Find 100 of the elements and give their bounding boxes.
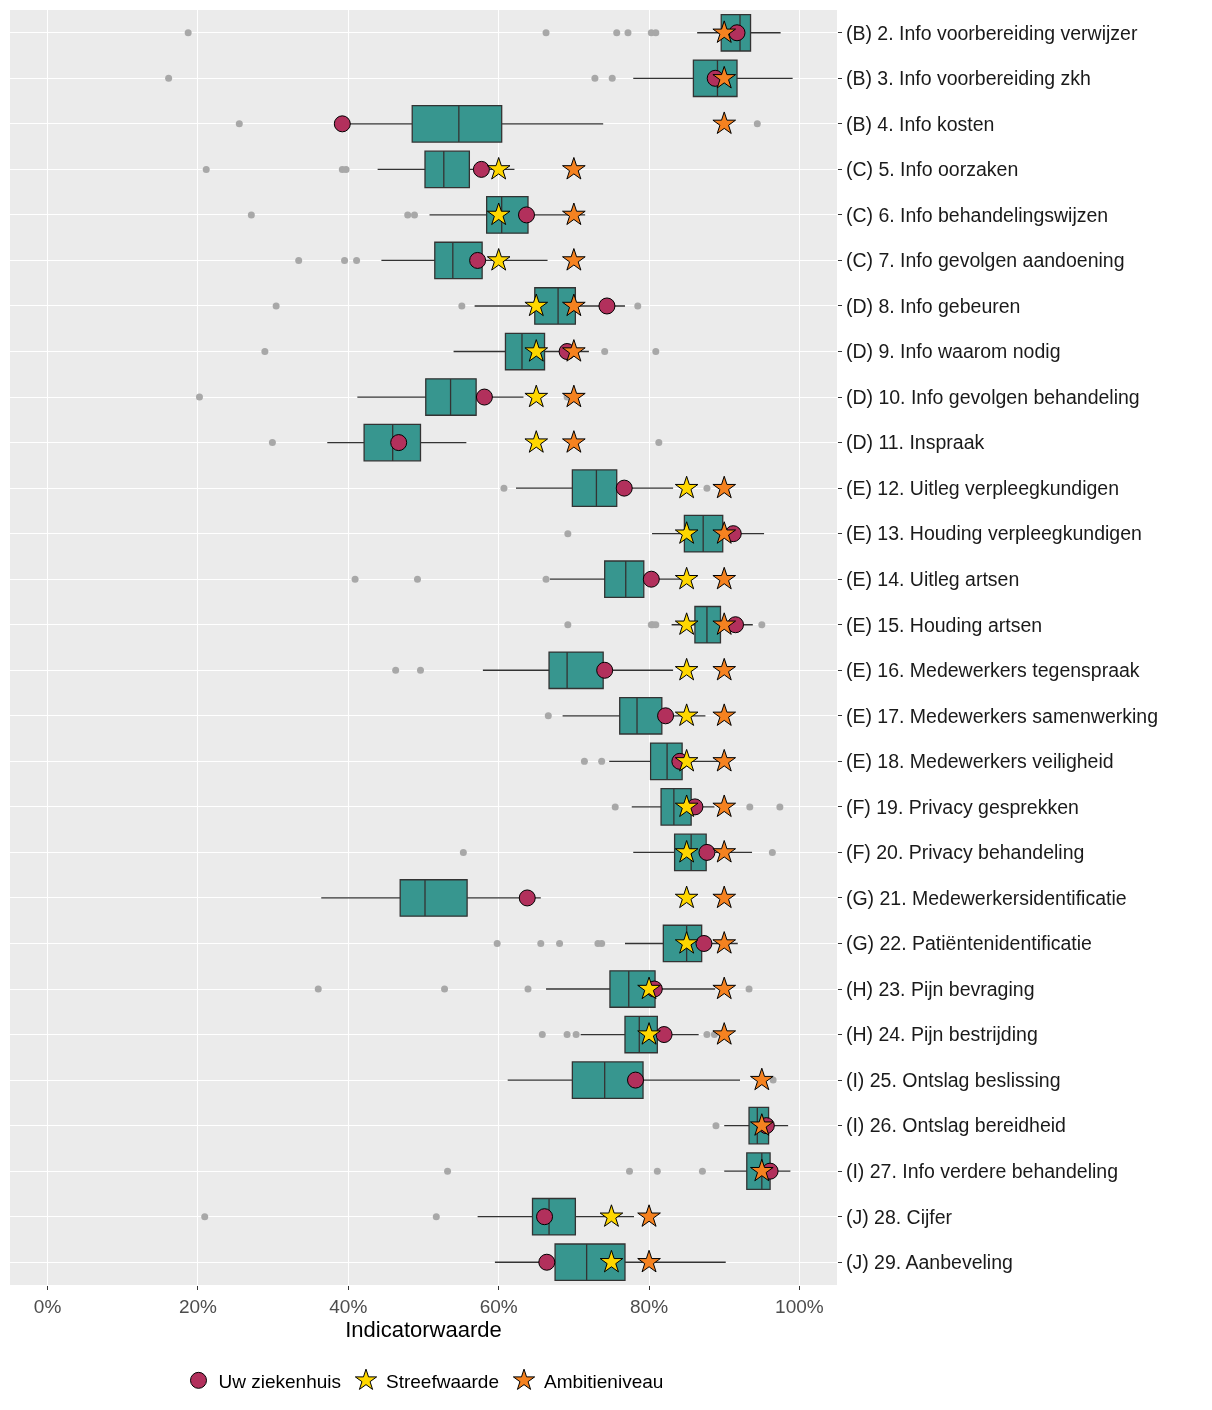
point	[599, 1249, 624, 1273]
point	[524, 430, 549, 453]
y-tick-label: (B) 4. Info kosten	[845, 112, 995, 135]
y-tick-label: (J) 28. Cijfer	[845, 1205, 953, 1228]
point	[674, 703, 699, 726]
point	[712, 521, 737, 544]
point	[750, 1158, 774, 1182]
y-tick-label: (C) 5. Info oorzaken	[845, 158, 1019, 181]
y-tick-label: (E) 16. Medewerkers tegenspraak	[845, 659, 1140, 682]
point	[637, 1204, 661, 1227]
point	[712, 931, 737, 954]
point	[596, 661, 614, 679]
legend-label: Uw ziekenhuis	[218, 1370, 341, 1392]
x-axis-title: Indicatorwaarde	[345, 1316, 502, 1342]
y-tick-label: (H) 23. Pijn bevraging	[845, 977, 1035, 1000]
point	[562, 384, 586, 408]
x-tick-label: 40%	[329, 1295, 368, 1317]
point	[524, 384, 549, 408]
point	[674, 885, 699, 909]
y-tick-label: (G) 22. Patiëntenidentificatie	[845, 932, 1092, 955]
point	[712, 566, 737, 590]
y-tick-label: (G) 21. Medewerkersidentificatie	[845, 886, 1127, 909]
point	[712, 20, 737, 43]
y-tick-label: (D) 10. Info gevolgen behandeling	[845, 385, 1140, 408]
point	[562, 248, 586, 271]
y-tick-label: (J) 29. Aanbeveling	[845, 1251, 1013, 1274]
point	[562, 339, 586, 362]
y-tick-label: (E) 15. Houding artsen	[845, 613, 1043, 636]
y-tick-label: (E) 12. Uitleg verpleegkundigen	[845, 476, 1120, 499]
point	[674, 475, 699, 499]
y-tick-label: (B) 2. Info voorbereiding verwijzer	[845, 21, 1138, 44]
point	[674, 931, 699, 954]
point	[712, 111, 737, 134]
point	[712, 976, 737, 1000]
point	[524, 339, 549, 362]
point	[615, 479, 633, 497]
point	[562, 430, 586, 453]
point	[472, 160, 490, 178]
y-tick-label: (E) 18. Medewerkers veiligheid	[845, 750, 1114, 773]
point	[562, 202, 586, 226]
point	[333, 115, 351, 133]
point	[712, 748, 737, 772]
point	[712, 840, 737, 863]
point	[637, 1022, 661, 1045]
y-tick-label: (I) 26. Ontslag bereidheid	[845, 1114, 1066, 1137]
y-tick-label: (H) 24. Pijn bestrijding	[845, 1023, 1038, 1046]
x-tick-label: 0%	[33, 1295, 62, 1317]
point	[750, 1067, 774, 1091]
x-tick-label: 100%	[775, 1295, 824, 1317]
point	[538, 1253, 556, 1271]
y-tick-label: (C) 6. Info behandelingswijzen	[845, 203, 1109, 226]
point	[524, 293, 549, 317]
point	[642, 570, 660, 588]
point	[637, 1249, 661, 1273]
point	[674, 794, 699, 818]
point	[712, 65, 737, 89]
x-tick-label: 20%	[178, 1295, 218, 1317]
point	[562, 156, 586, 180]
point	[486, 248, 511, 271]
y-tick-label: (I) 27. Info verdere behandeling	[845, 1159, 1119, 1182]
point	[712, 1022, 737, 1045]
x-tick-label: 80%	[630, 1295, 669, 1317]
point	[674, 612, 699, 635]
point	[518, 206, 535, 224]
y-tick-label: (I) 25. Ontslag beslissing	[845, 1068, 1061, 1091]
point	[536, 1208, 554, 1226]
point	[390, 434, 408, 452]
point	[698, 843, 716, 861]
point	[674, 566, 699, 590]
point	[657, 707, 675, 725]
point	[637, 976, 661, 1000]
point	[599, 1204, 624, 1227]
point	[712, 885, 737, 909]
point	[486, 202, 511, 226]
point	[750, 1113, 774, 1136]
point	[486, 156, 511, 180]
point	[712, 703, 737, 726]
point	[655, 1026, 673, 1044]
point	[712, 657, 737, 681]
point	[562, 293, 586, 317]
point	[627, 1071, 645, 1089]
y-tick-label: (D) 8. Info gebeuren	[845, 294, 1021, 317]
point	[674, 748, 699, 772]
point	[518, 889, 536, 907]
y-tick-label: (C) 7. Info gevolgen aandoening	[845, 249, 1125, 272]
y-tick-label: (E) 17. Medewerkers samenwerking	[845, 704, 1159, 727]
point	[712, 794, 737, 818]
point	[475, 388, 493, 406]
point	[674, 521, 699, 544]
y-tick-label: (B) 3. Info voorbereiding zkh	[845, 67, 1091, 90]
point	[712, 475, 737, 499]
legend-label: Ambitieniveau	[544, 1370, 664, 1392]
y-tick-label: (F) 19. Privacy gesprekken	[845, 795, 1079, 818]
y-tick-label: (D) 11. Inspraak	[845, 431, 985, 454]
y-tick-label: (E) 13. Houding verpleegkundigen	[845, 522, 1142, 545]
point	[598, 297, 616, 315]
point	[674, 840, 699, 863]
legend-label: Streefwaarde	[386, 1370, 500, 1392]
point	[712, 612, 737, 635]
point	[469, 251, 487, 269]
